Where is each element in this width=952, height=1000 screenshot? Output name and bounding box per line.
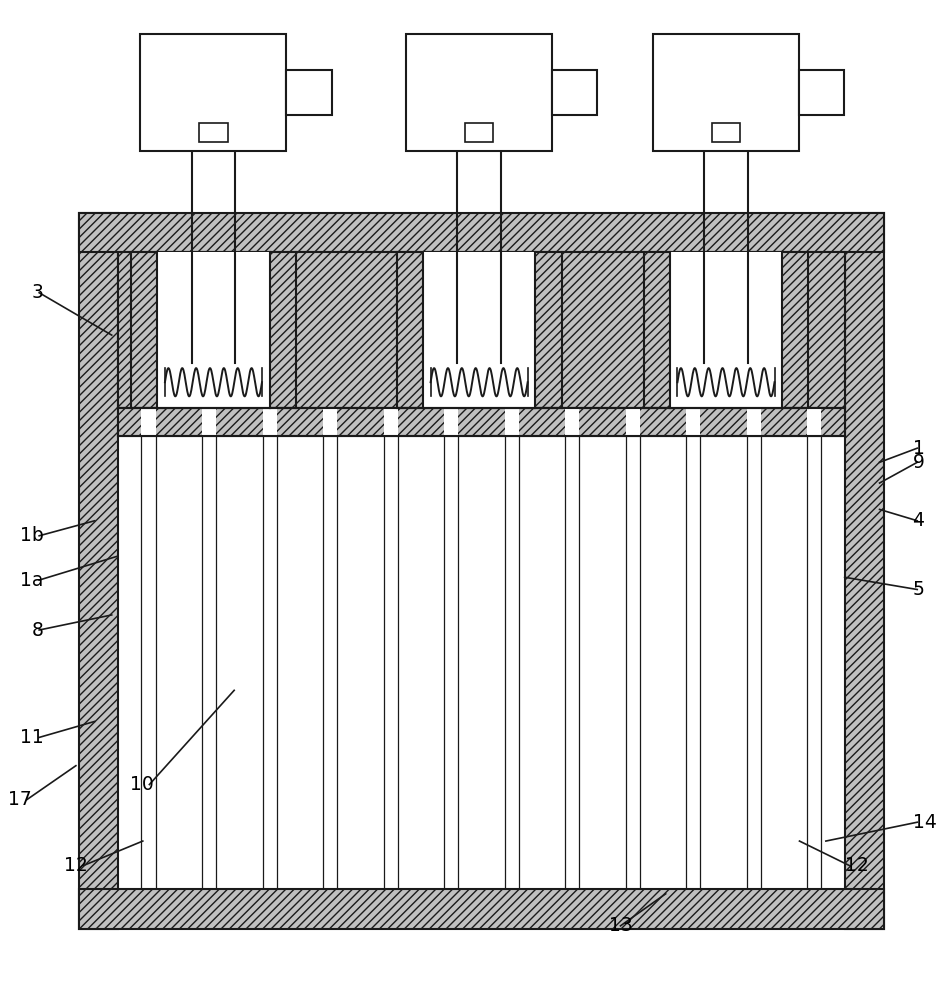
Text: 14: 14 [912, 813, 936, 832]
Bar [118, 252, 843, 408]
Bar [806, 408, 821, 436]
Bar [423, 252, 535, 408]
Bar [263, 408, 276, 436]
Bar [551, 70, 597, 115]
Bar [843, 213, 883, 929]
Text: 4: 4 [912, 511, 923, 530]
Bar [711, 123, 740, 142]
Bar [669, 252, 782, 408]
Bar [140, 34, 287, 151]
Bar [685, 408, 700, 436]
Text: 5: 5 [912, 580, 923, 599]
Bar [287, 70, 331, 115]
Bar [625, 408, 639, 436]
Bar [79, 213, 883, 252]
Text: 12: 12 [843, 856, 867, 875]
Text: 13: 13 [608, 916, 632, 935]
Bar [157, 252, 269, 408]
Bar [798, 70, 843, 115]
Bar [323, 408, 337, 436]
Text: 10: 10 [130, 775, 154, 794]
Bar [406, 34, 551, 151]
Text: 12: 12 [65, 856, 88, 875]
Bar [444, 408, 458, 436]
Bar [141, 408, 155, 436]
Text: 11: 11 [20, 728, 44, 747]
Text: 17: 17 [8, 790, 31, 809]
Bar [505, 408, 518, 436]
Bar [565, 408, 579, 436]
Bar [118, 408, 843, 436]
Bar [79, 213, 118, 929]
Bar [202, 408, 216, 436]
Bar [465, 123, 493, 142]
Text: 8: 8 [32, 621, 44, 640]
Text: 3: 3 [32, 283, 44, 302]
Bar [384, 408, 397, 436]
Bar [79, 889, 883, 929]
Bar [746, 408, 760, 436]
Bar [199, 123, 228, 142]
Bar [118, 252, 843, 889]
Bar [652, 34, 798, 151]
Text: 1a: 1a [21, 571, 44, 590]
Text: 1b: 1b [20, 526, 44, 545]
Text: 9: 9 [912, 453, 923, 472]
Text: 1: 1 [912, 439, 923, 458]
